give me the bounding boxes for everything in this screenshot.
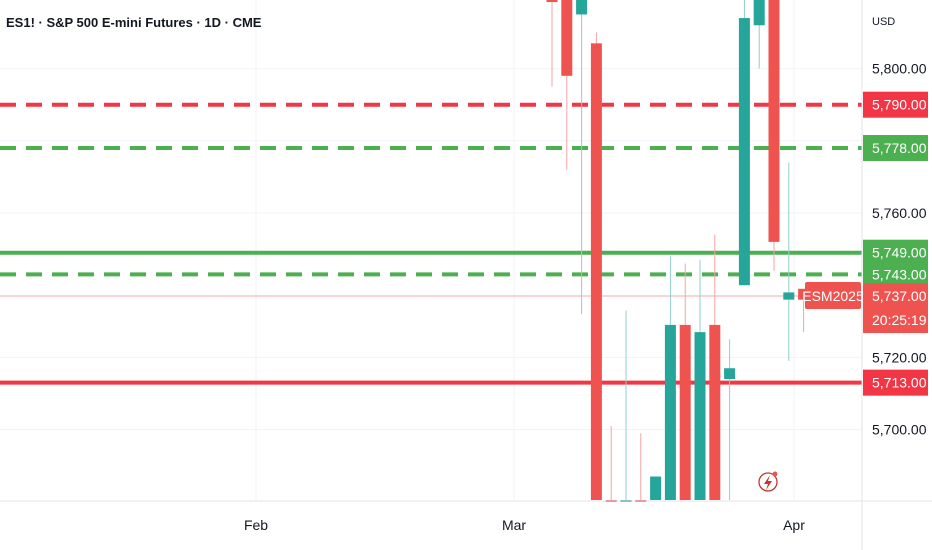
price-tick-label: 5,760.00 <box>872 205 927 221</box>
candle-body[interactable] <box>724 368 736 380</box>
candle-body[interactable] <box>679 324 691 500</box>
time-tick-label: Apr <box>783 517 805 533</box>
symbol-tag <box>805 282 861 310</box>
last-price-tag <box>863 283 928 334</box>
candle-body[interactable] <box>561 0 573 76</box>
level-price-tag <box>863 369 928 396</box>
candle-body[interactable] <box>753 0 765 26</box>
symbol-title[interactable]: ES1! · S&P 500 E-mini Futures · 1D · CME <box>6 15 262 30</box>
price-tick-label: 5,800.00 <box>872 61 927 77</box>
time-tick-label: Feb <box>244 517 268 533</box>
candles[interactable] <box>546 0 810 502</box>
time-axis-ticks: Feb Mar Apr <box>244 517 805 533</box>
candle-body[interactable] <box>709 324 721 500</box>
last-price-label: 5,737.00 <box>872 288 927 304</box>
time-tick-label: Mar <box>502 517 526 533</box>
candle-body[interactable] <box>694 332 706 500</box>
symbol-tag-label: ESM2025 <box>802 288 864 304</box>
price-tick-label: 5,700.00 <box>872 422 927 438</box>
candle-body[interactable] <box>590 43 602 501</box>
candle-body[interactable] <box>768 0 780 242</box>
level-price-label: 5,713.00 <box>872 375 927 391</box>
level-price-label: 5,743.00 <box>872 266 927 282</box>
price-tick-label: 5,720.00 <box>872 349 927 365</box>
level-price-tag <box>863 91 928 118</box>
candle-body[interactable] <box>546 0 558 2</box>
bar-countdown: 20:25:19 <box>872 312 927 328</box>
price-tags: 5,790.00 5,778.00 5,749.00 5,743.00 5,713.00… <box>802 91 928 396</box>
grid <box>0 0 862 500</box>
level-price-tag <box>863 135 928 162</box>
candle-body[interactable] <box>576 0 588 15</box>
lightning-icon[interactable] <box>758 471 778 492</box>
currency-label[interactable]: USD <box>872 16 895 28</box>
candle-body[interactable] <box>738 18 750 286</box>
level-price-label: 5,749.00 <box>872 245 927 261</box>
level-price-label: 5,778.00 <box>872 140 927 156</box>
candle-body[interactable] <box>798 288 810 300</box>
candle-body[interactable] <box>650 476 662 500</box>
level-price-label: 5,790.00 <box>872 97 927 113</box>
candle-body[interactable] <box>664 324 676 500</box>
candle-body[interactable] <box>783 292 795 300</box>
